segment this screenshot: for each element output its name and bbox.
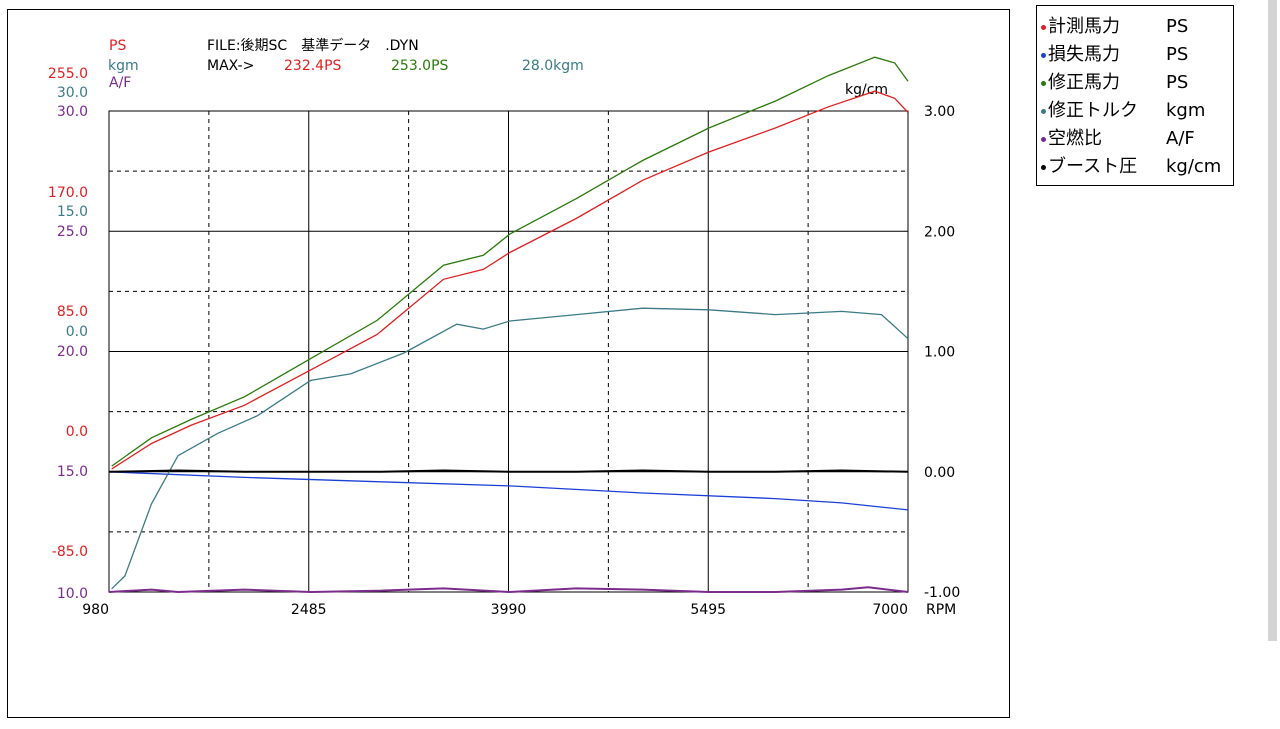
- y-right-tick-label: 3.00: [924, 104, 955, 120]
- unit-af-header: A/F: [109, 75, 131, 91]
- legend-label: 計測馬力: [1048, 16, 1120, 37]
- legend-label: 損失馬力: [1048, 44, 1120, 65]
- legend-unit: A/F: [1166, 128, 1195, 149]
- legend-item: 修正トルク kgm: [1041, 96, 1205, 121]
- legend-unit: PS: [1166, 72, 1189, 93]
- y-tick-label: 0.0: [66, 424, 88, 440]
- legend-item: ブースト圧 kg/cm: [1041, 152, 1221, 177]
- y-tick-label: 30.0: [57, 85, 88, 101]
- x-tick-label: 5495: [690, 602, 726, 618]
- y-tick-label: 20.0: [57, 344, 88, 360]
- y-right-tick-label: -1.00: [924, 585, 960, 601]
- legend-label: 修正馬力: [1048, 72, 1120, 93]
- rpm-axis-label: RPM: [926, 602, 956, 618]
- legend-item: 空燃比 A/F: [1041, 124, 1195, 149]
- y-tick-label: 170.0: [48, 185, 88, 201]
- y-tick-label: 0.0: [66, 324, 88, 340]
- legend-unit: PS: [1166, 16, 1189, 37]
- legend-marker: [1041, 52, 1046, 58]
- legend-item: 損失馬力 PS: [1041, 40, 1188, 65]
- legend-marker: [1041, 164, 1046, 170]
- legend: 計測馬力 PS 損失馬力 PS 修正馬力 PS 修正トルク kgm 空燃比 A/F ブースト圧 kg/…: [1036, 5, 1234, 186]
- y-tick-label: -85.0: [52, 544, 88, 560]
- series-line-0: [111, 90, 909, 470]
- series-line-1: [108, 471, 909, 511]
- x-tick-label: 2485: [291, 602, 327, 618]
- chart-frame: PS kgm A/F FILE:後期SC 基準データ .DYN MAX-> 23…: [7, 9, 1010, 718]
- series-line-5: [108, 469, 909, 473]
- legend-marker: [1041, 24, 1046, 30]
- max-ps-measured: 232.4PS: [284, 58, 342, 74]
- y-tick-label: 255.0: [48, 66, 88, 82]
- max-ps-corrected: 253.0PS: [391, 58, 449, 74]
- y-tick-label: 10.0: [57, 586, 88, 602]
- scrollbar[interactable]: [1268, 0, 1277, 641]
- y-tick-label: 15.0: [57, 464, 88, 480]
- x-tick-label: 980: [82, 602, 109, 618]
- legend-unit: kg/cm: [1166, 156, 1222, 177]
- legend-item: 計測馬力 PS: [1041, 12, 1188, 37]
- y-right-tick-label: 2.00: [924, 224, 955, 240]
- legend-unit: kgm: [1166, 100, 1206, 121]
- y-right-tick-label: 1.00: [924, 345, 955, 361]
- legend-marker: [1041, 108, 1046, 114]
- legend-label: ブースト圧: [1048, 156, 1138, 177]
- boost-unit-label: kg/cm: [845, 82, 888, 98]
- legend-label: 空燃比: [1048, 128, 1102, 149]
- y-tick-label: 30.0: [57, 104, 88, 120]
- x-tick-label: 7000: [872, 602, 908, 618]
- series-line-2: [111, 56, 909, 467]
- legend-marker: [1041, 136, 1046, 142]
- x-tick-label: 3990: [491, 602, 527, 618]
- max-torque: 28.0kgm: [522, 58, 584, 74]
- y-tick-label: 25.0: [57, 224, 88, 240]
- unit-ps-header: PS: [109, 38, 126, 54]
- max-label: MAX->: [207, 58, 254, 74]
- legend-unit: PS: [1166, 44, 1189, 65]
- dyno-chart: PS kgm A/F FILE:後期SC 基準データ .DYN MAX-> 23…: [48, 37, 960, 618]
- legend-marker: [1041, 80, 1046, 86]
- unit-kgm-header: kgm: [108, 58, 139, 74]
- series-line-3: [111, 307, 909, 590]
- y-tick-label: 85.0: [57, 304, 88, 320]
- y-right-tick-label: 0.00: [924, 465, 955, 481]
- y-tick-label: 15.0: [57, 204, 88, 220]
- series-line-4: [108, 586, 909, 594]
- legend-label: 修正トルク: [1048, 100, 1138, 121]
- file-label: FILE:後期SC 基準データ .DYN: [207, 37, 419, 54]
- legend-item: 修正馬力 PS: [1041, 68, 1188, 93]
